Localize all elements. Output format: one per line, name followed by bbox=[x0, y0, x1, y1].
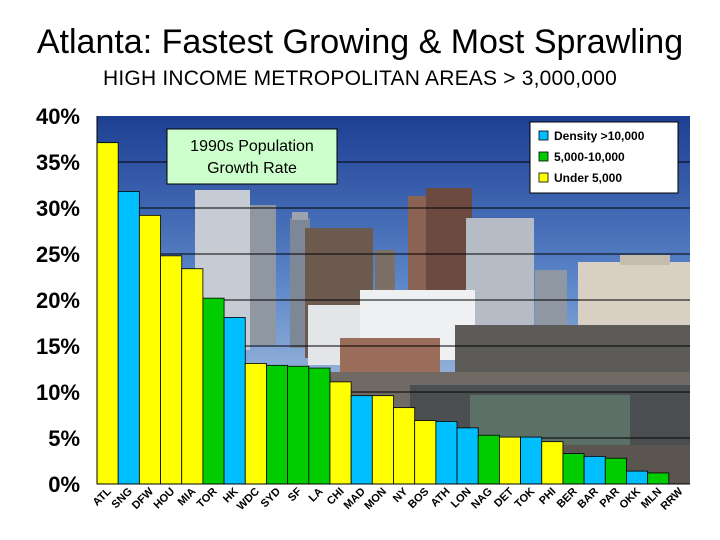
y-tick-label-5: 5% bbox=[48, 426, 80, 451]
legend-swatch-density-low bbox=[538, 172, 549, 183]
bar-hk bbox=[223, 317, 246, 485]
x-tick-label-par: PAR bbox=[598, 486, 622, 510]
legend-label-density-low: Under 5,000 bbox=[554, 171, 622, 185]
x-tick-label-ath: ATH bbox=[429, 486, 453, 510]
x-tick-label-atl: ATL bbox=[91, 485, 114, 508]
bar-syd bbox=[266, 364, 289, 485]
y-tick-label-40: 40% bbox=[36, 104, 80, 129]
legend-swatch-density-high bbox=[538, 130, 549, 141]
x-tick-label-okk: OKK bbox=[617, 486, 643, 512]
bar-mon bbox=[371, 395, 394, 485]
y-tick-label-20: 20% bbox=[36, 288, 80, 313]
x-tick-label-lon: LON bbox=[449, 486, 474, 511]
bars bbox=[96, 142, 670, 485]
legend-label-density-mid: 5,000-10,000 bbox=[554, 150, 625, 164]
x-tick-label-hou: HOU bbox=[151, 486, 177, 512]
bar-par bbox=[604, 457, 627, 485]
annotation-line-1: 1990s Population bbox=[190, 138, 314, 155]
bar-mad bbox=[350, 395, 373, 485]
bar-sng bbox=[117, 191, 140, 485]
bar-wdc bbox=[244, 363, 267, 485]
x-tick-label-det: DET bbox=[492, 485, 516, 509]
bar-ber bbox=[562, 453, 585, 485]
chart-subtitle: HIGH INCOME METROPOLITAN AREAS > 3,000,0… bbox=[103, 67, 617, 90]
chart-title: Atlanta: Fastest Growing & Most Sprawlin… bbox=[36, 23, 684, 61]
bar-tor bbox=[202, 297, 225, 485]
bar-la bbox=[308, 367, 331, 485]
y-tick-labels: 0% 5% 10% 15% 20% 25% 30% 35% 40% bbox=[36, 104, 80, 497]
bar-tok bbox=[520, 436, 543, 485]
x-tick-label-mia: MIA bbox=[176, 486, 199, 509]
bar-lon bbox=[456, 427, 479, 485]
annotation-line-2: Growth Rate bbox=[207, 160, 297, 177]
bar-bos bbox=[414, 420, 437, 485]
bar-sf bbox=[287, 365, 310, 485]
x-tick-label-la: LA bbox=[307, 486, 326, 505]
bar-chi bbox=[329, 381, 352, 485]
bar-mia bbox=[181, 268, 204, 485]
bar-okk bbox=[626, 470, 649, 485]
bar-mln bbox=[647, 472, 670, 485]
x-tick-label-dfw: DFW bbox=[130, 485, 157, 512]
y-tick-label-10: 10% bbox=[36, 380, 80, 405]
legend: Density >10,000 5,000-10,000 Under 5,000 bbox=[529, 121, 679, 194]
x-tick-label-nag: NAG bbox=[469, 486, 495, 512]
x-tick-label-tok: TOK bbox=[513, 486, 538, 511]
y-tick-label-30: 30% bbox=[36, 196, 80, 221]
annotation-box: 1990s Population Growth Rate bbox=[166, 128, 338, 185]
x-tick-label-mon: MON bbox=[362, 486, 389, 513]
y-tick-label-25: 25% bbox=[36, 242, 80, 267]
x-tick-label-bos: BOS bbox=[406, 486, 431, 511]
bar-phi bbox=[541, 441, 564, 485]
x-tick-label-wdc: WDC bbox=[235, 486, 262, 513]
x-tick-label-sng: SNG bbox=[110, 486, 135, 511]
x-tick-label-ber: BER bbox=[555, 486, 580, 511]
bar-det bbox=[498, 436, 521, 485]
bar-hou bbox=[160, 255, 183, 485]
x-tick-label-rrw: RRW bbox=[659, 485, 686, 512]
bar-dfw bbox=[138, 214, 161, 485]
y-tick-label-0: 0% bbox=[48, 472, 80, 497]
x-tick-label-sf: SF bbox=[286, 485, 305, 504]
x-tick-label-tor: TOR bbox=[195, 486, 220, 511]
bar-nag bbox=[477, 434, 500, 485]
y-tick-label-15: 15% bbox=[36, 334, 80, 359]
legend-label-density-high: Density >10,000 bbox=[554, 129, 645, 143]
legend-swatch-density-mid bbox=[538, 151, 549, 162]
bar-ath bbox=[435, 421, 458, 485]
bar-atl bbox=[96, 142, 119, 485]
x-tick-label-syd: SYD bbox=[259, 486, 284, 511]
bar-ny bbox=[393, 407, 416, 485]
y-tick-label-35: 35% bbox=[36, 150, 80, 175]
x-tick-label-bar: BAR bbox=[575, 486, 600, 511]
bar-bar bbox=[583, 455, 606, 485]
x-tick-label-mad: MAD bbox=[342, 486, 368, 512]
